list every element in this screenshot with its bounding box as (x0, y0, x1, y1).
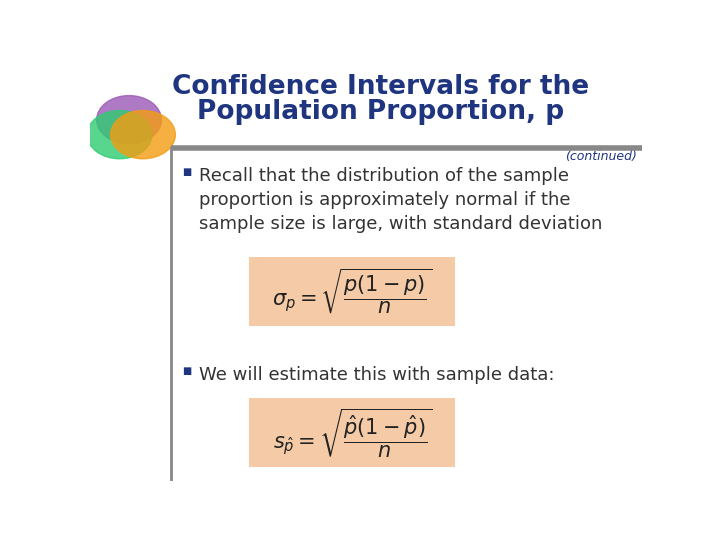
Circle shape (96, 96, 161, 144)
Text: ■: ■ (182, 366, 192, 376)
Text: Population Proportion, p: Population Proportion, p (197, 99, 564, 125)
Text: Confidence Intervals for the: Confidence Intervals for the (171, 74, 589, 100)
Text: proportion is approximately normal if the: proportion is approximately normal if th… (199, 191, 570, 209)
Text: ■: ■ (182, 167, 192, 177)
Text: (continued): (continued) (565, 150, 637, 163)
Circle shape (87, 111, 152, 159)
Text: $\sigma_p = \sqrt{\dfrac{p(1-p)}{n}}$: $\sigma_p = \sqrt{\dfrac{p(1-p)}{n}}$ (272, 267, 432, 316)
Text: $s_{\hat{p}} = \sqrt{\dfrac{\hat{p}(1-\hat{p})}{n}}$: $s_{\hat{p}} = \sqrt{\dfrac{\hat{p}(1-\h… (273, 406, 432, 460)
Text: sample size is large, with standard deviation: sample size is large, with standard devi… (199, 215, 602, 233)
FancyBboxPatch shape (249, 399, 456, 467)
Circle shape (111, 111, 176, 159)
Text: Recall that the distribution of the sample: Recall that the distribution of the samp… (199, 167, 569, 185)
FancyBboxPatch shape (249, 257, 456, 326)
Text: We will estimate this with sample data:: We will estimate this with sample data: (199, 366, 554, 384)
